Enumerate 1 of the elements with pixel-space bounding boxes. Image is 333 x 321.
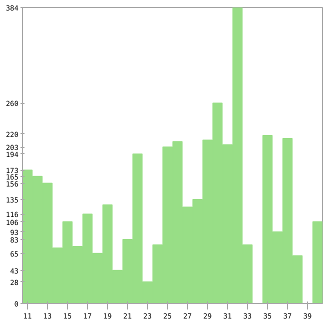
bar: [312, 221, 322, 304]
